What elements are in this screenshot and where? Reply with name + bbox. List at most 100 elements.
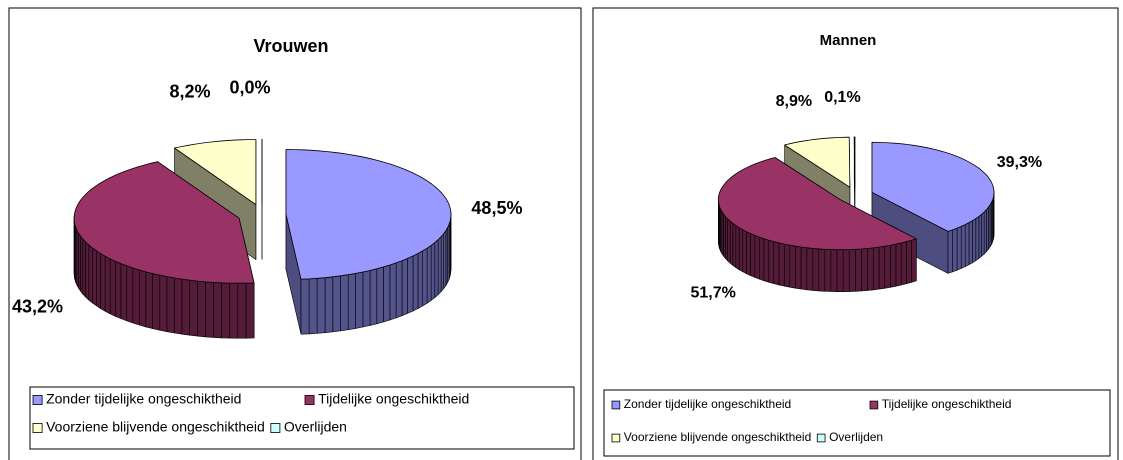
legend-label: Voorziene blijvende ongeschiktheid (46, 419, 265, 435)
slice-side (369, 268, 378, 326)
slice-side (981, 211, 985, 257)
slice-side (806, 247, 814, 291)
slice-side (800, 246, 808, 291)
data-label: 39,3% (997, 154, 1042, 171)
slice-side (783, 243, 791, 288)
legend-label: Zonder tijdelijke ongeschiktheid (624, 397, 791, 411)
slice (784, 136, 851, 188)
data-label: 43,2% (12, 297, 63, 317)
slice-side (383, 264, 391, 323)
slice-side (104, 255, 111, 315)
slice-side (92, 247, 97, 307)
legend-label: Voorziene blijvende ongeschiktheid (624, 430, 811, 444)
legend-box (29, 386, 575, 450)
slice-side (100, 253, 106, 312)
data-label: 8,2% (170, 81, 211, 101)
slice-side (968, 220, 973, 265)
slice-side (417, 250, 424, 309)
legend-swatch (611, 400, 621, 410)
slice-side (789, 244, 796, 289)
slice-side (983, 209, 987, 255)
slice-side (434, 239, 439, 298)
slice-side (401, 258, 408, 317)
data-label: 0,1% (824, 89, 860, 106)
slice-side (866, 247, 874, 291)
legend-swatch (816, 433, 826, 443)
slice-side (332, 275, 341, 333)
slice-side (778, 242, 785, 287)
slice-side (139, 269, 147, 328)
legend-swatch (869, 400, 879, 410)
slice-side (166, 276, 175, 334)
slice-side (952, 227, 958, 273)
slice-side (836, 249, 844, 293)
slice-side (80, 235, 84, 295)
slice-side (88, 244, 93, 304)
slice (853, 136, 856, 188)
legend-label: Zonder tijdelijke ongeschiktheid (46, 391, 241, 407)
slice (73, 161, 255, 284)
legend-swatch (32, 423, 43, 433)
slice-side (746, 231, 751, 276)
slice-side (221, 282, 230, 339)
slice-side (795, 245, 802, 290)
data-label: 8,9% (776, 93, 812, 110)
slice-side (152, 273, 161, 331)
slice-side (742, 229, 747, 275)
slice-side (422, 247, 428, 307)
legend-swatch (32, 395, 43, 405)
slice-side (763, 238, 770, 283)
chart-title: Vrouwen (253, 36, 328, 56)
slice-side (340, 274, 349, 332)
slice-side (308, 277, 318, 335)
slice-side (181, 278, 190, 336)
slice (174, 139, 257, 206)
slice-side (878, 246, 886, 290)
slice (717, 157, 917, 251)
slice-side (412, 253, 419, 312)
slice-side (126, 265, 134, 324)
slice-side (132, 267, 140, 326)
slice-side (115, 260, 122, 319)
slice-side (956, 226, 962, 271)
slice-side (872, 246, 880, 291)
slice-side (895, 242, 902, 287)
slice-side (727, 218, 731, 264)
slice-side (426, 245, 432, 304)
slice-side (82, 238, 86, 298)
slice-side (754, 235, 760, 280)
data-label: 48,5% (471, 198, 522, 218)
slice (285, 149, 452, 280)
slice-side (430, 242, 436, 301)
slice-side (750, 233, 756, 278)
slice-side (159, 274, 168, 333)
slice-side (729, 220, 734, 266)
slice-side (818, 248, 826, 292)
slice-side (197, 280, 206, 338)
slice-side (355, 271, 364, 329)
slice-side (960, 224, 966, 269)
data-label: 0,0% (229, 77, 270, 97)
slice-side (890, 243, 897, 288)
slice-side (120, 263, 128, 322)
slice-side (174, 277, 183, 335)
slice-side (824, 249, 832, 292)
legend-swatch (270, 423, 281, 433)
slice-side (884, 245, 891, 289)
slice-side (860, 248, 868, 292)
slice-side (347, 273, 356, 331)
slice-side (735, 225, 740, 271)
slice-side (395, 260, 403, 319)
slice-side (900, 241, 907, 286)
slice-side (768, 239, 775, 284)
slice-side (96, 250, 101, 309)
slice-side (758, 236, 765, 282)
slice-side (362, 270, 371, 328)
slice-side (972, 218, 977, 264)
slice (871, 141, 995, 232)
slice-side (773, 241, 780, 286)
legend-box (603, 389, 1111, 457)
slice-side (725, 216, 729, 262)
slice-side (316, 277, 326, 334)
